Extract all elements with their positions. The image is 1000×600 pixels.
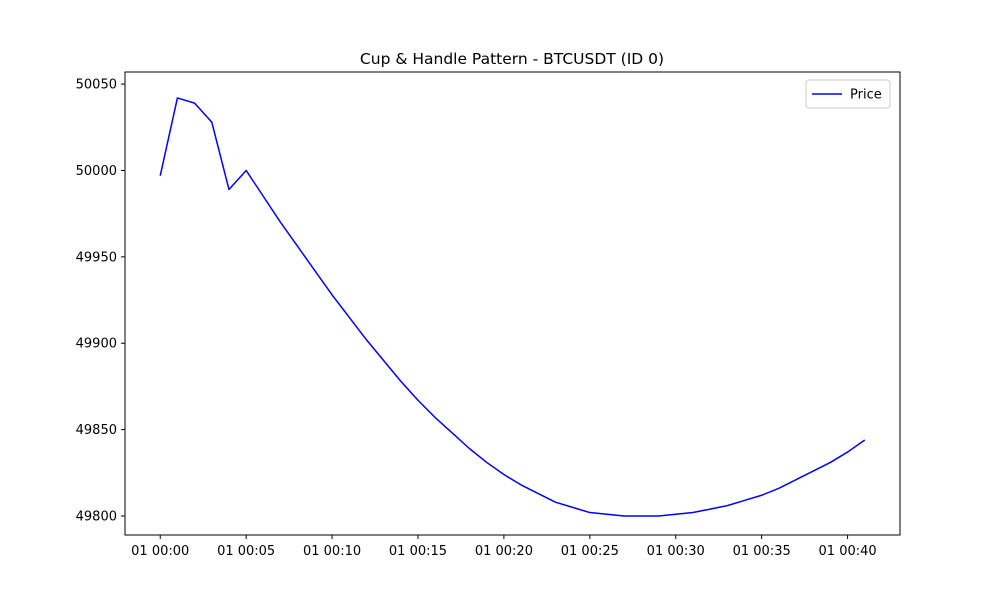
x-tick-label: 01 00:10	[303, 544, 361, 559]
y-tick-label: 50000	[76, 164, 117, 179]
x-tick-label: 01 00:25	[561, 544, 619, 559]
x-tick-label: 01 00:35	[733, 544, 791, 559]
x-tick-label: 01 00:05	[217, 544, 275, 559]
y-tick-label: 49950	[76, 250, 117, 265]
y-tick-label: 49850	[76, 423, 117, 438]
legend-box	[805, 79, 891, 109]
axes-frame	[124, 71, 901, 536]
y-tick-label: 49900	[76, 337, 117, 352]
y-tick-label: 50050	[76, 78, 117, 93]
legend-label: Price	[850, 88, 882, 103]
y-tick-label: 49800	[76, 509, 117, 524]
chart-title: Cup & Handle Pattern - BTCUSDT (ID 0)	[360, 50, 664, 68]
series-line-price	[159, 97, 866, 517]
plot-area	[159, 97, 866, 517]
x-tick-label: 01 00:00	[131, 544, 189, 559]
x-tick-label: 01 00:30	[647, 544, 705, 559]
x-tick-label: 01 00:15	[389, 544, 447, 559]
x-tick-label: 01 00:20	[475, 544, 533, 559]
x-tick-label: 01 00:40	[819, 544, 877, 559]
legend: Price	[805, 79, 891, 109]
axes: 01 00:00 01 00:05 01 00:10 01 00:15 01 00:20…	[76, 71, 901, 559]
